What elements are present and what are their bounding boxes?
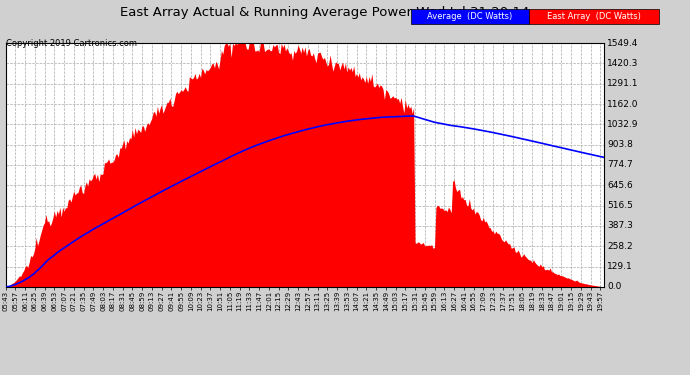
Text: 0.0: 0.0 [607,282,622,291]
Text: 1291.1: 1291.1 [607,79,639,88]
Text: 903.8: 903.8 [607,140,633,149]
Text: Average  (DC Watts): Average (DC Watts) [427,12,513,21]
Text: 1162.0: 1162.0 [607,100,639,109]
Text: 258.2: 258.2 [607,242,633,251]
Text: 645.6: 645.6 [607,181,633,190]
Text: 129.1: 129.1 [607,262,633,271]
Text: 387.3: 387.3 [607,222,633,231]
Text: 516.5: 516.5 [607,201,633,210]
Text: 1549.4: 1549.4 [607,39,638,48]
Text: East Array Actual & Running Average Power Wed Jul 31 20:14: East Array Actual & Running Average Powe… [119,6,529,19]
Text: East Array  (DC Watts): East Array (DC Watts) [547,12,641,21]
Text: 1420.3: 1420.3 [607,59,638,68]
Text: Copyright 2019 Cartronics.com: Copyright 2019 Cartronics.com [6,39,137,48]
Text: 774.7: 774.7 [607,160,633,170]
Text: 1032.9: 1032.9 [607,120,639,129]
